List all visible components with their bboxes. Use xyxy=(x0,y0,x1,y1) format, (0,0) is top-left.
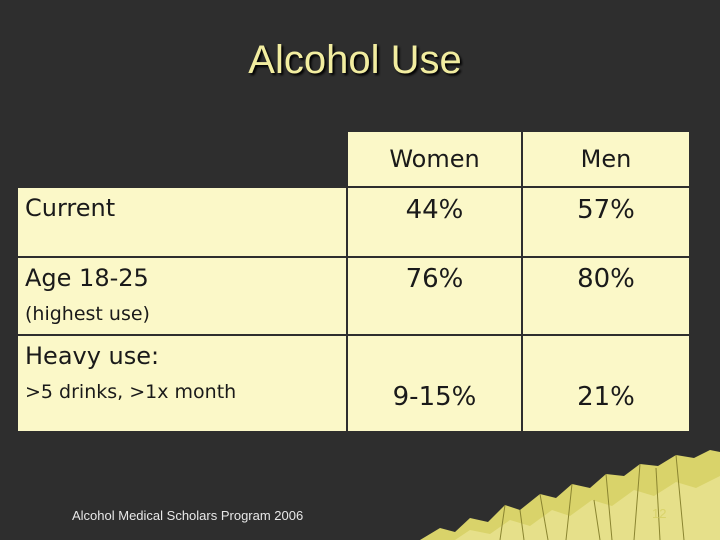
cell-current-men: 57% xyxy=(523,188,689,256)
footer-text: Alcohol Medical Scholars Program 2006 xyxy=(72,508,304,523)
row-label-heavy-use: Heavy use: >5 drinks, >1x month xyxy=(18,336,346,431)
cell-heavy-use-women: 9-15% xyxy=(348,336,521,431)
slide-title: Alcohol Use xyxy=(248,38,462,82)
slide-number: 12 xyxy=(652,506,667,521)
row-sublabel-age-text: (highest use) xyxy=(25,303,150,325)
row-sublabel-heavy-use-text: >5 drinks, >1x month xyxy=(25,381,237,403)
column-header-men: Men xyxy=(523,132,689,186)
row-label-age: Age 18-25 (highest use) xyxy=(18,258,346,334)
cell-age-men: 80% xyxy=(523,258,689,334)
row-label-current: Current xyxy=(18,188,346,256)
column-header-women: Women xyxy=(348,132,521,186)
cell-current-women: 44% xyxy=(348,188,521,256)
row-label-current-text: Current xyxy=(25,194,116,222)
row-label-age-text: Age 18-25 xyxy=(25,264,149,292)
cell-age-women: 76% xyxy=(348,258,521,334)
cell-heavy-use-men: 21% xyxy=(523,336,689,431)
row-label-heavy-use-text: Heavy use: xyxy=(25,342,160,370)
